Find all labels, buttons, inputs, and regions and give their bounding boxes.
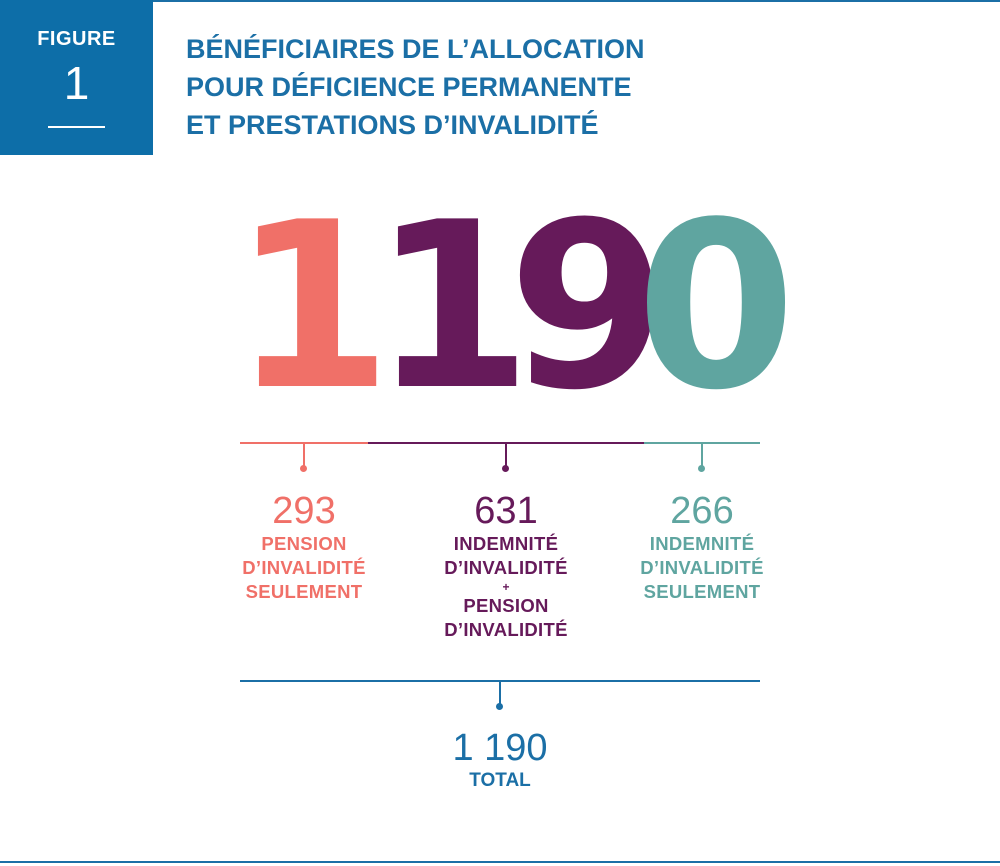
connector-dot-both <box>502 465 509 472</box>
segment-value: 293 <box>272 490 336 532</box>
connector-indemnite <box>701 443 703 467</box>
figure-label: FIGURE <box>37 28 116 50</box>
connector-both <box>505 443 507 467</box>
title-line-2: POUR DÉFICIENCE PERMANENTE <box>186 72 632 102</box>
connector-dot-pension <box>300 465 307 472</box>
segment-value: 266 <box>670 490 734 532</box>
segment-label-line-4: D’INVALIDITÉ <box>444 619 568 640</box>
segment-label-line-3: SEULEMENT <box>643 581 761 602</box>
segment-pension-only: 293 PENSION D’INVALIDITÉ SEULEMENT <box>204 490 404 604</box>
figure-title: BÉNÉFICIAIRES DE L’ALLOCATION POUR DÉFIC… <box>186 30 746 144</box>
connector-pension <box>303 443 305 467</box>
bottom-rule <box>0 861 1000 863</box>
big-number-digit-1: 1 <box>232 174 392 441</box>
connector-dot-total <box>496 703 503 710</box>
figure-number: 1 <box>63 57 90 109</box>
segment-plus-sign: + <box>502 580 510 594</box>
segment-both: 631 INDEMNITÉ D’INVALIDITÉ + PENSION D’I… <box>406 490 606 642</box>
figure-badge: FIGURE 1 <box>0 0 153 155</box>
segment-label-line-1: INDEMNITÉ <box>649 533 755 554</box>
title-line-3: ET PRESTATIONS D’INVALIDITÉ <box>186 110 599 140</box>
segment-label-line-3: PENSION <box>463 595 549 616</box>
big-number-digit-2: 1 <box>372 174 532 441</box>
title-line-1: BÉNÉFICIAIRES DE L’ALLOCATION <box>186 34 645 64</box>
segment-label-line-3: SEULEMENT <box>245 581 363 602</box>
total-block: 1 190 TOTAL <box>400 727 600 793</box>
segment-label-line-2: D’INVALIDITÉ <box>444 557 568 578</box>
top-rule <box>0 0 1000 2</box>
connector-total <box>499 681 501 705</box>
total-value: 1 190 <box>452 727 548 769</box>
segment-label-line-1: INDEMNITÉ <box>453 533 559 554</box>
figure-number-underline <box>48 126 105 128</box>
segment-value: 631 <box>474 490 538 532</box>
segment-label-line-2: D’INVALIDITÉ <box>640 557 764 578</box>
big-number-digit-3: 9 <box>508 174 668 441</box>
total-label: TOTAL <box>469 770 531 791</box>
big-number-digit-4: 0 <box>636 174 796 441</box>
segment-label-line-2: D’INVALIDITÉ <box>242 557 366 578</box>
segment-label-line-1: PENSION <box>261 533 347 554</box>
connector-dot-indemnite <box>698 465 705 472</box>
segment-indemnite-only: 266 INDEMNITÉ D’INVALIDITÉ SEULEMENT <box>602 490 802 604</box>
